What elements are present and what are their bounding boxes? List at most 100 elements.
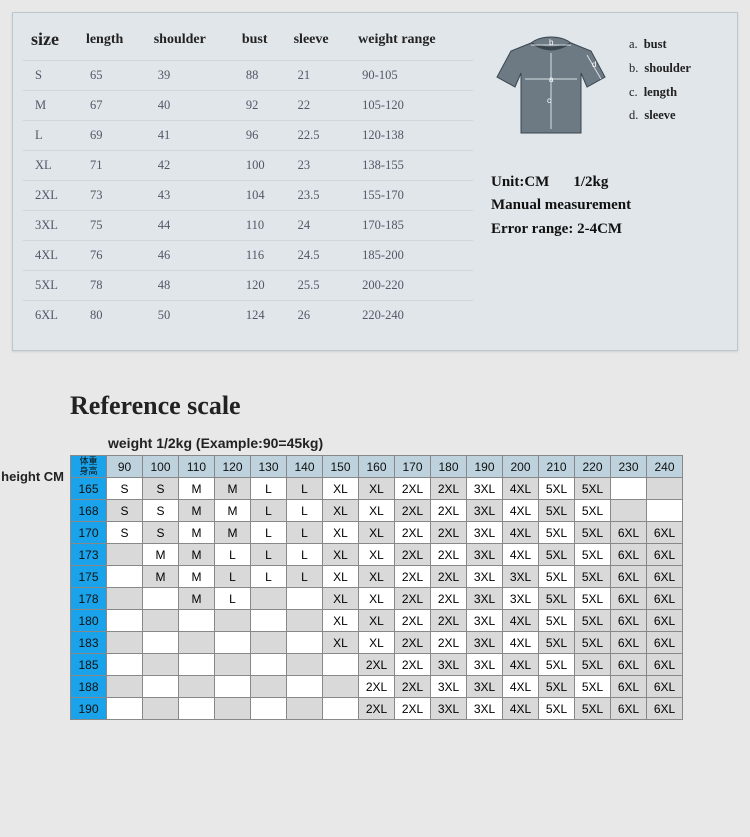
cell-weight: 170-185	[350, 211, 473, 241]
cell-bust: 120	[234, 271, 286, 301]
ref-cell: 2XL	[359, 654, 395, 676]
weight-header: 120	[215, 456, 251, 478]
ref-cell: L	[251, 500, 287, 522]
cell-shoulder: 43	[146, 181, 234, 211]
ref-cell: XL	[323, 610, 359, 632]
ref-cell: M	[179, 544, 215, 566]
ref-cell: M	[179, 566, 215, 588]
ref-cell: 3XL	[467, 654, 503, 676]
legend-key: b.	[629, 61, 638, 75]
cell-sleeve: 25.5	[286, 271, 351, 301]
ref-row: 173MMLLLXLXL2XL2XL3XL4XL5XL5XL6XL6XL	[71, 544, 683, 566]
weight-header: 90	[107, 456, 143, 478]
corner-cell: 体重身高	[71, 456, 107, 478]
weight-header: 240	[647, 456, 683, 478]
ref-cell: 6XL	[647, 632, 683, 654]
ref-cell: L	[287, 478, 323, 500]
ref-cell: 6XL	[647, 610, 683, 632]
cell-shoulder: 40	[146, 91, 234, 121]
cell-length: 73	[78, 181, 146, 211]
cell-shoulder: 41	[146, 121, 234, 151]
svg-text:c: c	[547, 96, 551, 105]
ref-row: 165SSMMLLXLXL2XL2XL3XL4XL5XL5XL	[71, 478, 683, 500]
cell-shoulder: 50	[146, 301, 234, 331]
height-cell: 180	[71, 610, 107, 632]
cell-bust: 88	[234, 61, 286, 91]
ref-cell: 3XL	[467, 478, 503, 500]
ref-cell: 2XL	[395, 588, 431, 610]
table-row: 3XL754411024170-185	[23, 211, 473, 241]
ref-cell: 6XL	[647, 654, 683, 676]
ref-cell: 3XL	[467, 588, 503, 610]
weight-header: 190	[467, 456, 503, 478]
height-cell: 173	[71, 544, 107, 566]
legend-label: bust	[644, 37, 667, 51]
ref-cell: 5XL	[575, 588, 611, 610]
ref-cell: 5XL	[575, 566, 611, 588]
ref-cell: L	[251, 478, 287, 500]
cell-sleeve: 24	[286, 211, 351, 241]
ref-cell	[107, 654, 143, 676]
cell-weight: 155-170	[350, 181, 473, 211]
ref-cell	[143, 676, 179, 698]
cell-length: 78	[78, 271, 146, 301]
ref-cell	[251, 654, 287, 676]
cell-bust: 116	[234, 241, 286, 271]
height-cell: 185	[71, 654, 107, 676]
ref-cell: 2XL	[395, 544, 431, 566]
col-shoulder: shoulder	[146, 23, 234, 61]
tshirt-row: a b c d a.bustb.shoulderc.lengthd.sleeve	[491, 33, 719, 143]
cell-weight: 120-138	[350, 121, 473, 151]
ref-cell: 2XL	[395, 610, 431, 632]
ref-cell: M	[143, 566, 179, 588]
cell-weight: 185-200	[350, 241, 473, 271]
ref-cell: XL	[359, 588, 395, 610]
cell-shoulder: 48	[146, 271, 234, 301]
ref-cell: 3XL	[467, 610, 503, 632]
ref-cell: M	[215, 478, 251, 500]
ref-row: 168SSMMLLXLXL2XL2XL3XL4XL5XL5XL	[71, 500, 683, 522]
ref-cell: 4XL	[503, 632, 539, 654]
ref-cell: 6XL	[611, 544, 647, 566]
ref-cell	[143, 654, 179, 676]
height-axis-label: height CM	[0, 469, 70, 485]
cell-length: 71	[78, 151, 146, 181]
ref-cell	[323, 676, 359, 698]
weight-header: 220	[575, 456, 611, 478]
ref-cell: 5XL	[539, 588, 575, 610]
height-cell: 168	[71, 500, 107, 522]
ref-cell: 6XL	[647, 566, 683, 588]
ref-cell: 5XL	[575, 500, 611, 522]
ref-cell: XL	[359, 566, 395, 588]
table-row: 4XL764611624.5185-200	[23, 241, 473, 271]
ref-cell: XL	[323, 500, 359, 522]
weight-header: 230	[611, 456, 647, 478]
ref-cell: 2XL	[395, 566, 431, 588]
ref-cell: 4XL	[503, 522, 539, 544]
weight-header: 100	[143, 456, 179, 478]
ref-cell: 4XL	[503, 610, 539, 632]
ref-cell: 6XL	[611, 654, 647, 676]
ref-cell: M	[179, 522, 215, 544]
ref-cell	[251, 676, 287, 698]
cell-weight: 220-240	[350, 301, 473, 331]
cell-size: 4XL	[23, 241, 78, 271]
cell-shoulder: 44	[146, 211, 234, 241]
height-cell: 175	[71, 566, 107, 588]
cell-size: S	[23, 61, 78, 91]
legend-item: a.bust	[629, 33, 691, 57]
ref-cell: 3XL	[467, 676, 503, 698]
weight-header: 170	[395, 456, 431, 478]
ref-row: 1852XL2XL3XL3XL4XL5XL5XL6XL6XL	[71, 654, 683, 676]
ref-cell: XL	[359, 544, 395, 566]
ref-cell: 5XL	[575, 698, 611, 720]
ref-cell: S	[107, 500, 143, 522]
ref-cell: 3XL	[467, 632, 503, 654]
ref-cell: 5XL	[575, 632, 611, 654]
height-cell: 170	[71, 522, 107, 544]
cell-shoulder: 42	[146, 151, 234, 181]
ref-cell	[647, 478, 683, 500]
ref-cell	[215, 698, 251, 720]
height-cell: 188	[71, 676, 107, 698]
table-row: 6XL805012426220-240	[23, 301, 473, 331]
